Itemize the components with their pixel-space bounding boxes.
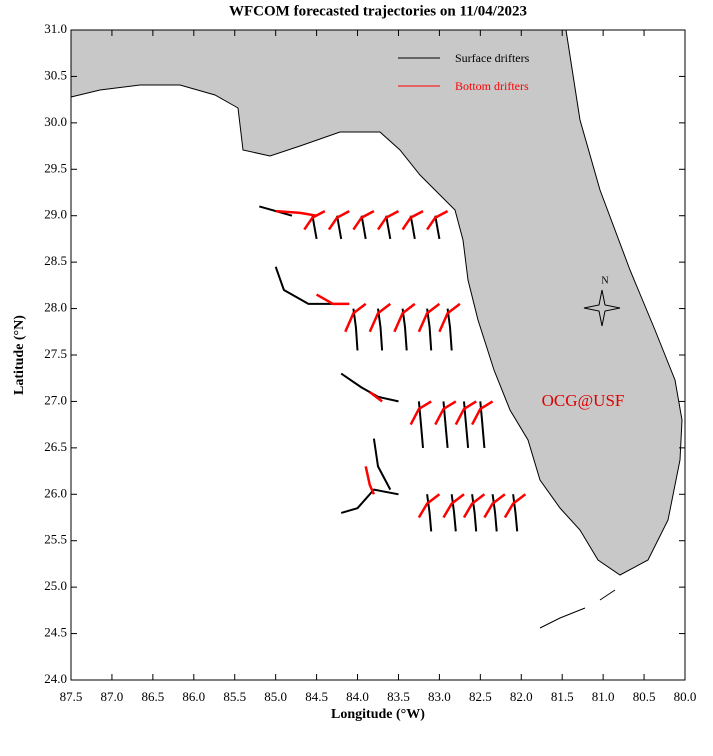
x-tick-label: 86.0 [182,689,205,704]
x-axis-label: Longitude (°W) [331,707,425,722]
x-tick-label: 87.5 [60,689,83,704]
y-tick-label: 30.5 [44,67,67,82]
y-tick-label: 29.5 [44,160,67,175]
x-tick-label: 81.5 [551,689,574,704]
y-tick-label: 25.5 [44,532,67,547]
chart-title: WFCOM forecasted trajectories on 11/04/2… [229,3,527,19]
compass-label: N [601,275,608,286]
coastline [70,29,683,576]
trajectory [275,209,527,519]
x-tick-label: 85.5 [223,689,246,704]
x-tick-label: 84.5 [305,689,328,704]
x-tick-label: 83.5 [387,689,410,704]
y-tick-label: 28.5 [44,253,67,268]
y-axis-label: Latitude (°N) [12,315,27,395]
x-tick-label: 82.5 [469,689,492,704]
y-tick-label: 27.0 [44,392,67,407]
x-tick-label: 86.5 [141,689,164,704]
x-tick-label: 80.5 [633,689,656,704]
y-tick-label: 29.0 [44,207,67,222]
x-tick-label: 87.0 [101,689,124,704]
keys [539,589,616,629]
y-tick-label: 30.0 [44,114,67,129]
x-tick-label: 84.0 [346,689,369,704]
y-tick-label: 24.5 [44,625,67,640]
compass-star [583,289,621,327]
x-tick-label: 82.0 [510,689,533,704]
y-tick-label: 27.5 [44,346,67,361]
x-tick-label: 80.0 [674,689,697,704]
x-tick-label: 83.0 [428,689,451,704]
compass: N [583,275,621,327]
annotation: OCG@USF [542,391,625,410]
y-tick-label: 24.0 [44,671,67,686]
y-tick-label: 26.0 [44,485,67,500]
y-tick-label: 28.0 [44,300,67,315]
legend-label: Bottom drifters [455,79,529,93]
y-tick-label: 25.0 [44,578,67,593]
x-tick-label: 81.0 [592,689,615,704]
x-tick-label: 85.0 [264,689,287,704]
legend-label: Surface drifters [455,51,530,65]
y-tick-label: 31.0 [44,21,67,36]
y-tick-label: 26.5 [44,439,67,454]
